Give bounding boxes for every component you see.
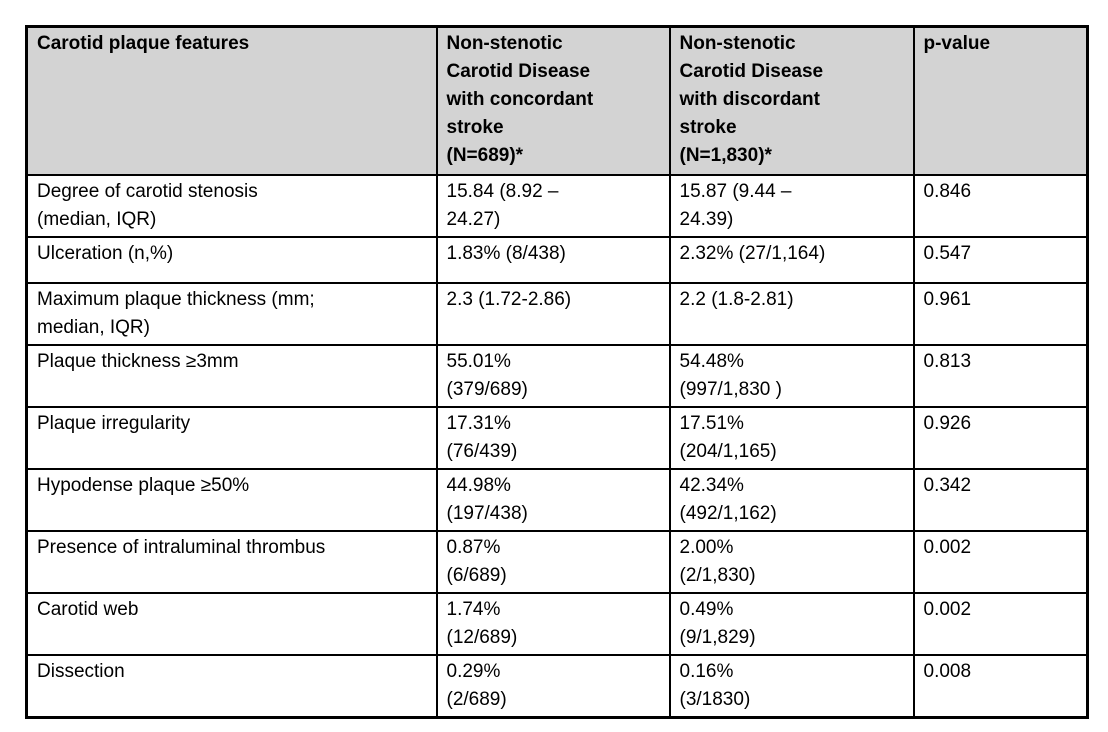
column-header-concordant: Non-stenotic Carotid Disease with concor… <box>435 25 671 176</box>
table-row-degree-of-stenosis: Degree of carotid stenosis (median, IQR)… <box>25 173 1089 238</box>
feature-cell: Ulceration (n,%) <box>25 235 438 284</box>
p-value-cell: 0.547 <box>912 235 1089 284</box>
discordant-value-cell: 17.51% (204/1,165) <box>668 405 915 470</box>
concordant-value-cell: 55.01% (379/689) <box>435 343 671 408</box>
column-header-pvalue: p-value <box>912 25 1089 176</box>
feature-cell: Hypodense plaque ≥50% <box>25 467 438 532</box>
discordant-value-cell: 15.87 (9.44 – 24.39) <box>668 173 915 238</box>
feature-cell: Dissection <box>25 653 438 718</box>
concordant-value-cell: 2.3 (1.72-2.86) <box>435 281 671 346</box>
concordant-value-cell: 1.83% (8/438) <box>435 235 671 284</box>
p-value-cell: 0.961 <box>912 281 1089 346</box>
p-value-cell: 0.846 <box>912 173 1089 238</box>
concordant-value-cell: 44.98% (197/438) <box>435 467 671 532</box>
table-row-carotid-web: Carotid web 1.74% (12/689) 0.49% (9/1,82… <box>25 591 1089 656</box>
concordant-value-cell: 0.29% (2/689) <box>435 653 671 718</box>
concordant-value-cell: 15.84 (8.92 – 24.27) <box>435 173 671 238</box>
discordant-value-cell: 2.2 (1.8-2.81) <box>668 281 915 346</box>
feature-cell: Maximum plaque thickness (mm; median, IQ… <box>25 281 438 346</box>
discordant-value-cell: 0.16% (3/1830) <box>668 653 915 718</box>
p-value-cell: 0.926 <box>912 405 1089 470</box>
discordant-value-cell: 2.32% (27/1,164) <box>668 235 915 284</box>
p-value-cell: 0.342 <box>912 467 1089 532</box>
concordant-value-cell: 0.87% (6/689) <box>435 529 671 594</box>
concordant-value-cell: 1.74% (12/689) <box>435 591 671 656</box>
table-row-dissection: Dissection 0.29% (2/689) 0.16% (3/1830) … <box>25 653 1089 718</box>
discordant-value-cell: 54.48% (997/1,830 ) <box>668 343 915 408</box>
column-header-feature: Carotid plaque features <box>25 25 438 176</box>
table-row-plaque-irregularity: Plaque irregularity 17.31% (76/439) 17.5… <box>25 405 1089 470</box>
p-value-cell: 0.002 <box>912 529 1089 594</box>
feature-cell: Degree of carotid stenosis (median, IQR) <box>25 173 438 238</box>
feature-cell: Carotid web <box>25 591 438 656</box>
p-value-cell: 0.813 <box>912 343 1089 408</box>
discordant-value-cell: 42.34% (492/1,162) <box>668 467 915 532</box>
discordant-value-cell: 2.00% (2/1,830) <box>668 529 915 594</box>
column-header-discordant: Non-stenotic Carotid Disease with discor… <box>668 25 915 176</box>
feature-cell: Plaque irregularity <box>25 405 438 470</box>
table-row-max-plaque-thickness: Maximum plaque thickness (mm; median, IQ… <box>25 281 1089 346</box>
discordant-value-cell: 0.49% (9/1,829) <box>668 591 915 656</box>
table-row-intraluminal-thrombus: Presence of intraluminal thrombus 0.87% … <box>25 529 1089 594</box>
feature-cell: Plaque thickness ≥3mm <box>25 343 438 408</box>
p-value-cell: 0.002 <box>912 591 1089 656</box>
table-row-plaque-thickness-3mm: Plaque thickness ≥3mm 55.01% (379/689) 5… <box>25 343 1089 408</box>
carotid-plaque-features-table: Carotid plaque features Non-stenotic Car… <box>25 25 1089 719</box>
feature-cell: Presence of intraluminal thrombus <box>25 529 438 594</box>
table-row-hypodense-plaque: Hypodense plaque ≥50% 44.98% (197/438) 4… <box>25 467 1089 532</box>
table-header-row: Carotid plaque features Non-stenotic Car… <box>25 25 1089 176</box>
p-value-cell: 0.008 <box>912 653 1089 718</box>
table-row-ulceration: Ulceration (n,%) 1.83% (8/438) 2.32% (27… <box>25 235 1089 284</box>
concordant-value-cell: 17.31% (76/439) <box>435 405 671 470</box>
